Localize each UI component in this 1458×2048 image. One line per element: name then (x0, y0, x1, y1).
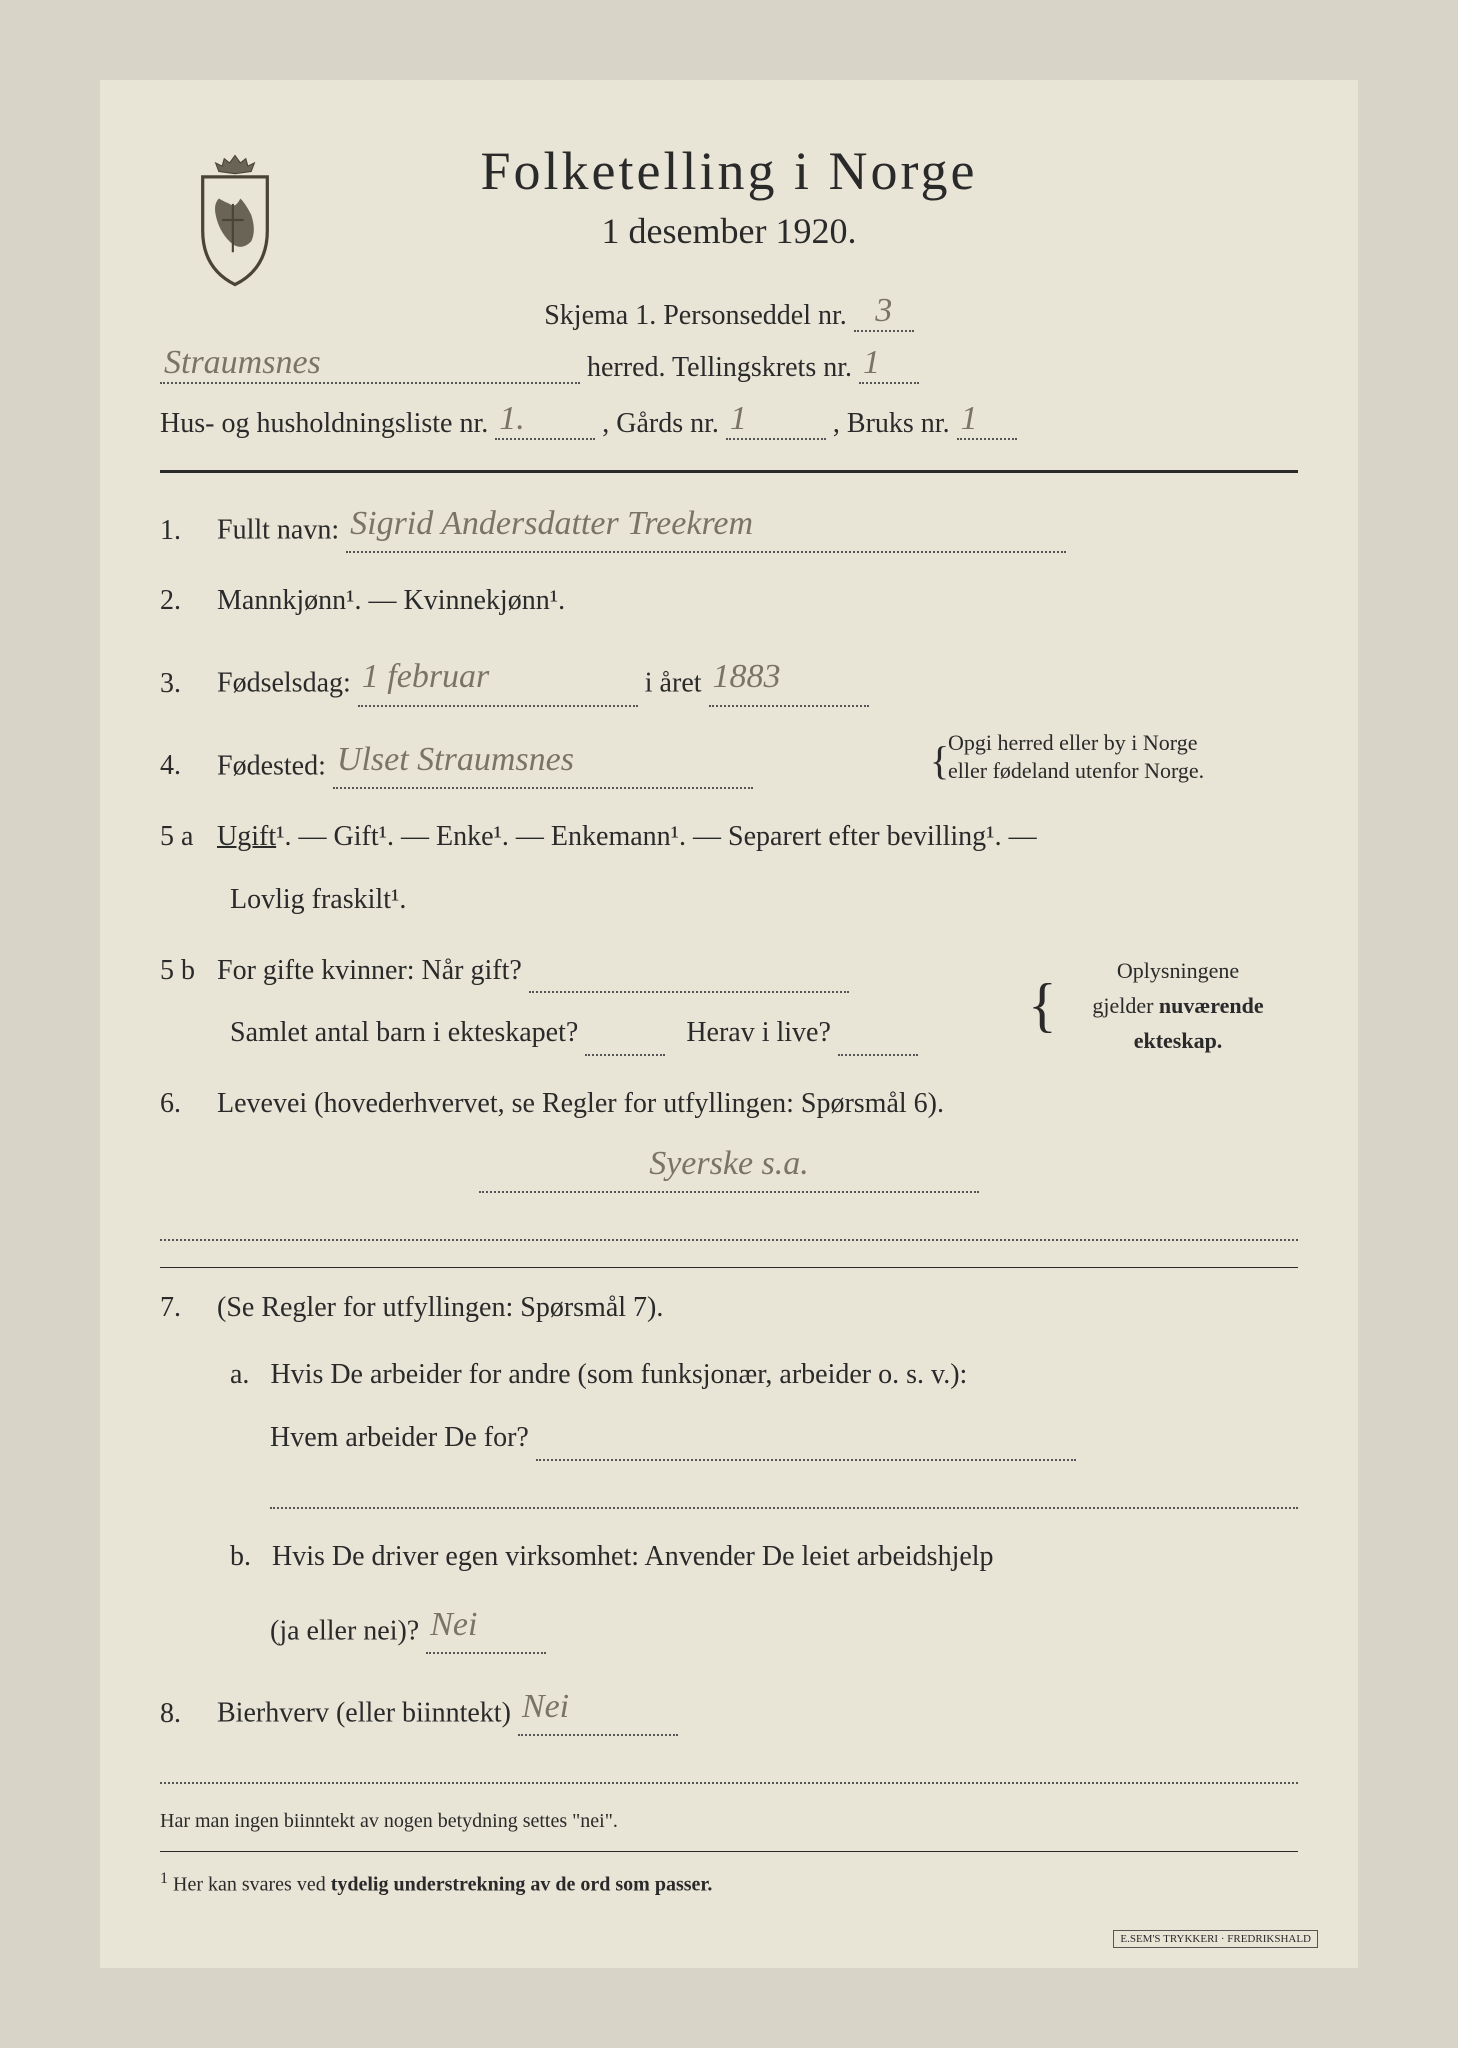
q7b-num: b. (230, 1541, 251, 1572)
hus-label3: , Bruks nr. (833, 408, 950, 439)
divider-foot (160, 1851, 1298, 1852)
q5b-label2: Samlet antal barn i ekteskapet? (230, 1017, 578, 1048)
q7a-value (536, 1459, 1076, 1461)
q7-row: 7. (Se Regler for utfyllingen: Spørsmål … (160, 1286, 1298, 1654)
q1-value: Sigrid Andersdatter Treekrem (346, 497, 1066, 553)
q7-num: 7. (160, 1286, 210, 1331)
schema-label: Skjema 1. Personseddel nr. (544, 300, 847, 331)
q5b-live-value (838, 1054, 918, 1056)
q6-dotline (160, 1213, 1298, 1241)
herred-label: herred. Tellingskrets nr. (587, 352, 852, 383)
q8-value: Nei (518, 1680, 678, 1736)
coat-of-arms-icon (180, 150, 290, 290)
q7b-value: Nei (426, 1598, 546, 1654)
q5a-row: 5 a Ugift¹. — Gift¹. — Enke¹. — Enkemann… (160, 815, 1298, 923)
q7b-text1: Hvis De driver egen virksomhet: Anvender… (272, 1541, 994, 1572)
divider (160, 470, 1298, 473)
gards-nr: 1 (726, 400, 826, 440)
q1-label: Fullt navn: (217, 515, 339, 546)
q8-row: 8. Bierhverv (eller biinntekt) Nei (160, 1680, 1298, 1784)
q4-note2: eller fødeland utenfor Norge. (948, 758, 1204, 783)
q3-row: 3. Fødselsdag: 1 februar i året 1883 (160, 650, 1298, 706)
herred-name: Straumsnes (160, 344, 580, 384)
q3-label: Fødselsdag: (217, 668, 351, 699)
q8-label: Bierhverv (eller biinntekt) (217, 1698, 511, 1729)
q8-dotline (160, 1756, 1298, 1784)
q2-label: Mannkjønn¹. — Kvinnekjønn¹. (217, 585, 565, 616)
form-subtitle: 1 desember 1920. (160, 210, 1298, 252)
q6-num: 6. (160, 1082, 210, 1127)
q4-num: 4. (160, 744, 210, 789)
form-header: Folketelling i Norge 1 desember 1920. Sk… (160, 140, 1298, 440)
q5b-note2: gjelder nuværende (1092, 993, 1263, 1018)
tellingskrets-nr: 1 (859, 344, 919, 384)
divider-thin (160, 1267, 1298, 1268)
q5b-note3: ekteskap. (1134, 1028, 1223, 1053)
form-title: Folketelling i Norge (160, 140, 1298, 202)
hus-label1: Hus- og husholdningsliste nr. (160, 408, 488, 439)
q7a-text2: Hvem arbeider De for? (270, 1422, 529, 1453)
q7b-text2: (ja eller nei)? (270, 1615, 419, 1646)
q7-label: (Se Regler for utfyllingen: Spørsmål 7). (217, 1292, 663, 1323)
q6-label: Levevei (hovederhvervet, se Regler for u… (217, 1088, 944, 1119)
q1-num: 1. (160, 509, 210, 554)
q3-year: 1883 (709, 650, 869, 706)
hus-line: Hus- og husholdningsliste nr. 1. , Gårds… (160, 400, 1298, 440)
q5b-gift-value (529, 991, 849, 993)
liste-nr: 1. (495, 400, 595, 440)
q5a-text: Ugift¹. — Gift¹. — Enke¹. — Enkemann¹. —… (217, 821, 1037, 852)
schema-line: Skjema 1. Personseddel nr. 3 (160, 292, 1298, 332)
herred-line: Straumsnes herred. Tellingskrets nr. 1 (160, 344, 1298, 384)
q3-mid: i året (645, 668, 702, 699)
q7a-dotline (270, 1481, 1298, 1509)
q5a-num: 5 a (160, 815, 210, 860)
q6-value: Syerske s.a. (479, 1137, 979, 1193)
q7a-num: a. (230, 1359, 249, 1390)
q5b-note1: Oplysningene (1117, 958, 1239, 983)
q5b-num: 5 b (160, 949, 210, 994)
q4-note: { Opgi herred eller by i Norge eller fød… (948, 729, 1288, 786)
q2-num: 2. (160, 579, 210, 624)
hus-label2: , Gårds nr. (602, 408, 719, 439)
q3-num: 3. (160, 662, 210, 707)
q5b-note: { Oplysningene gjelder nuværende ekteska… (1058, 953, 1298, 1059)
printer-mark: E.SEM'S TRYKKERI · FREDRIKSHALD (1113, 1930, 1318, 1948)
q5a-text2: Lovlig fraskilt¹. (160, 878, 1298, 923)
q4-label: Fødested: (217, 750, 326, 781)
q5b-barn-value (585, 1054, 665, 1056)
q7a-text1: Hvis De arbeider for andre (som funksjon… (270, 1359, 967, 1390)
q3-day: 1 februar (358, 650, 638, 706)
q2-row: 2. Mannkjønn¹. — Kvinnekjønn¹. (160, 579, 1298, 624)
q8-num: 8. (160, 1692, 210, 1737)
q5b-row: 5 b For gifte kvinner: Når gift? Samlet … (160, 949, 1298, 1057)
census-form-page: Folketelling i Norge 1 desember 1920. Sk… (100, 80, 1358, 1968)
q1-row: 1. Fullt navn: Sigrid Andersdatter Treek… (160, 497, 1298, 553)
footnote: 1 Her kan svares ved tydelig understrekn… (160, 1870, 1298, 1897)
personseddel-nr: 3 (854, 292, 914, 332)
q4-value: Ulset Straumsnes (333, 733, 753, 789)
q4-note1: Opgi herred eller by i Norge (948, 730, 1197, 755)
q5b-label1: For gifte kvinner: Når gift? (217, 955, 522, 986)
bruks-nr: 1 (957, 400, 1017, 440)
q6-row: 6. Levevei (hovederhvervet, se Regler fo… (160, 1082, 1298, 1241)
q5b-label3: Herav i live? (686, 1017, 831, 1048)
note-bottom: Har man ingen biinntekt av nogen betydni… (160, 1810, 1298, 1833)
q4-row: 4. Fødested: Ulset Straumsnes { Opgi her… (160, 733, 1298, 789)
